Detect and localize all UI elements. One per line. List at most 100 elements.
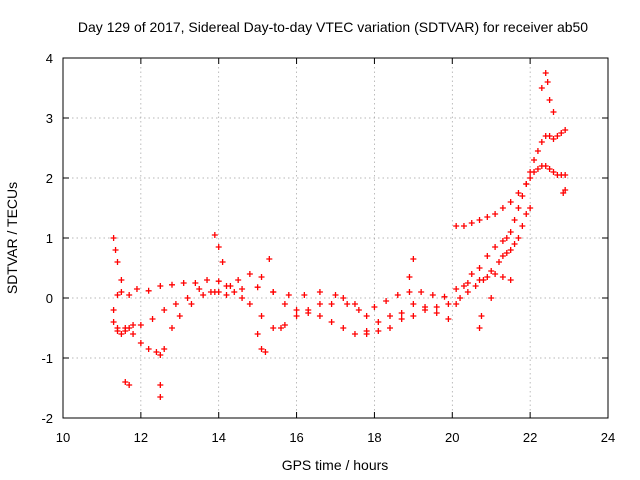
data-point [270, 325, 277, 331]
data-point [546, 133, 553, 139]
data-point [550, 136, 557, 142]
y-axis-label: SDTVAR / TECUs [4, 182, 20, 294]
data-point [383, 298, 390, 304]
data-point [110, 319, 117, 325]
data-point [192, 280, 199, 286]
data-point [527, 169, 534, 175]
data-point [153, 349, 160, 355]
y-tick-label: 1 [46, 231, 53, 246]
data-point [492, 211, 499, 217]
data-point [433, 304, 440, 310]
data-point [211, 232, 218, 238]
data-point [527, 205, 534, 211]
x-tick-label: 20 [445, 430, 459, 445]
data-point [534, 166, 541, 172]
data-point [464, 280, 471, 286]
data-point [149, 316, 156, 322]
data-point [538, 85, 545, 91]
data-point [281, 301, 288, 307]
data-point [460, 283, 467, 289]
x-tick-label: 16 [289, 430, 303, 445]
data-point [351, 301, 358, 307]
data-point [161, 346, 168, 352]
data-point [445, 316, 452, 322]
data-point [118, 331, 125, 337]
data-point [126, 292, 133, 298]
data-point [157, 382, 164, 388]
data-point [515, 235, 522, 241]
series-spikes [110, 70, 569, 400]
data-point [239, 295, 246, 301]
x-tick-label: 14 [211, 430, 225, 445]
data-point [476, 217, 483, 223]
data-point [507, 229, 514, 235]
data-point [180, 280, 187, 286]
data-point [246, 271, 253, 277]
data-point [316, 289, 323, 295]
data-point [235, 277, 242, 283]
y-tick-label: 2 [46, 171, 53, 186]
data-point [223, 283, 230, 289]
data-point [215, 278, 222, 285]
data-point [196, 286, 203, 292]
y-tick-label: 0 [46, 291, 53, 306]
data-point [531, 157, 538, 163]
data-point [285, 292, 292, 298]
data-point [278, 325, 284, 331]
data-point [254, 331, 261, 337]
data-point [445, 301, 452, 307]
data-point [515, 190, 522, 196]
data-point [258, 313, 265, 319]
data-point [118, 289, 125, 295]
data-point [258, 274, 265, 280]
data-point [223, 292, 230, 298]
data-point [363, 313, 370, 319]
data-point [488, 295, 495, 301]
series-track-3 [114, 163, 569, 337]
data-point [130, 331, 137, 337]
data-point [542, 163, 549, 169]
data-point [422, 304, 429, 310]
x-tick-label: 24 [601, 430, 615, 445]
data-point [301, 292, 308, 298]
data-point [133, 286, 140, 292]
data-point [188, 301, 195, 307]
data-point [562, 187, 569, 193]
data-point [157, 394, 164, 400]
data-point [542, 70, 549, 76]
data-point [110, 235, 117, 241]
data-point [266, 256, 273, 262]
data-point [344, 301, 351, 307]
data-point [562, 172, 569, 178]
data-point [546, 97, 553, 103]
data-point [387, 313, 393, 319]
data-point [145, 287, 152, 294]
data-point [130, 322, 137, 328]
data-point [305, 307, 312, 313]
data-point [511, 241, 518, 247]
data-point [496, 259, 502, 265]
y-tick-label: -2 [41, 411, 53, 426]
y-tick-label: -1 [41, 351, 53, 366]
data-point [468, 220, 475, 226]
x-axis-tick-labels: 10 12 14 16 18 20 22 24 [56, 430, 615, 445]
data-point [114, 325, 121, 331]
x-tick-label: 18 [367, 430, 381, 445]
data-point [293, 307, 300, 313]
data-point [406, 289, 413, 295]
data-point [394, 292, 401, 298]
grid [63, 58, 608, 418]
data-point [176, 313, 183, 319]
x-axis-label: GPS time / hours [282, 457, 389, 473]
data-point [476, 325, 483, 331]
data-point [484, 274, 491, 280]
data-point [511, 217, 518, 223]
data-point [476, 265, 483, 271]
data-point [122, 325, 129, 331]
data-point [480, 277, 487, 283]
x-tick-label: 12 [134, 430, 148, 445]
data-point [375, 328, 382, 334]
data-point [215, 289, 222, 295]
data-point [270, 289, 277, 295]
